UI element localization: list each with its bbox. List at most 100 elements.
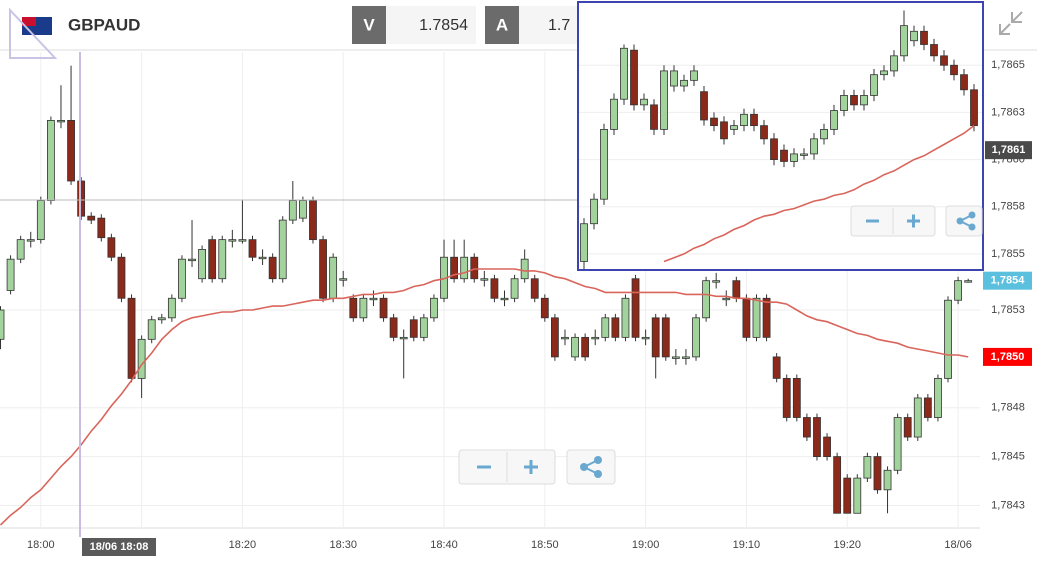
bid-price[interactable]: 1.7854 <box>419 17 468 34</box>
x-tick-label: 19:20 <box>833 539 861 551</box>
candle-body <box>460 256 469 280</box>
candle-body <box>863 456 872 479</box>
candle-body <box>510 278 519 299</box>
candle-body <box>530 278 539 299</box>
inset-share[interactable] <box>945 205 983 237</box>
candle-body <box>671 356 680 359</box>
price-label: 1,7854 <box>991 275 1026 287</box>
candle-body <box>641 336 650 340</box>
bid-tag[interactable] <box>352 6 386 44</box>
candle-body <box>339 278 348 281</box>
candle-body <box>379 297 388 319</box>
ask-label[interactable]: A <box>496 15 508 34</box>
candle-body <box>611 317 620 338</box>
candle-body <box>167 297 176 319</box>
candle-body <box>813 417 821 457</box>
candle-body <box>903 417 912 438</box>
candle-body <box>930 44 938 57</box>
candle-body <box>571 336 579 358</box>
ask-box[interactable] <box>519 6 579 44</box>
candle-body <box>630 49 638 106</box>
candle-body <box>359 297 368 319</box>
candle-body <box>188 258 196 262</box>
candle-body <box>682 356 690 359</box>
inset-zoom-controls <box>850 205 983 237</box>
y-tick-label: 1,7848 <box>991 402 1025 414</box>
candle-body <box>107 237 116 258</box>
symbol: GBPAUD <box>68 15 140 34</box>
moving-average-line <box>0 268 969 526</box>
candle-body <box>309 200 317 241</box>
price-label-box <box>983 271 1032 290</box>
candle-body <box>913 397 922 438</box>
candle-body <box>670 70 678 87</box>
candle-body <box>800 153 808 156</box>
candle-body <box>238 239 247 242</box>
candle-body <box>690 70 698 81</box>
candle-body <box>893 417 902 471</box>
x-tick-label: 18:40 <box>430 539 458 551</box>
candle-body <box>288 200 297 221</box>
candle-body <box>610 98 618 130</box>
candle-body <box>561 336 569 340</box>
candle-body <box>631 278 640 338</box>
candle-body <box>823 436 831 457</box>
candle-body <box>470 256 479 280</box>
main-chart: 18:0018:1018:2018:3018:4018:5019:0019:10… <box>0 52 980 551</box>
share-button[interactable] <box>566 449 616 485</box>
y-tick-label: 1,7863 <box>991 106 1025 118</box>
inset-zoom-in[interactable] <box>907 214 920 228</box>
candle-body <box>833 456 842 514</box>
x-tick-label: 18:00 <box>27 539 55 551</box>
candle-body <box>840 95 848 111</box>
candle-body <box>944 299 952 379</box>
candle-body <box>770 138 778 160</box>
candle-body <box>26 239 35 242</box>
candle-body <box>680 79 688 87</box>
candle-body <box>369 297 378 301</box>
candle-body <box>450 256 459 280</box>
candle-body <box>934 378 942 418</box>
candle-body <box>923 397 932 418</box>
moving-average-line <box>663 124 975 263</box>
candle-body <box>218 239 227 280</box>
candle-body <box>712 280 721 283</box>
candle-body <box>883 469 892 491</box>
candle-body <box>268 256 277 280</box>
candle-body <box>319 239 327 299</box>
candle-body <box>581 336 590 358</box>
candle-body <box>621 297 630 338</box>
crosshair-label: 18/06 18:08 <box>90 541 149 553</box>
candle-body <box>77 180 86 217</box>
candle-body <box>580 223 588 262</box>
price-label-box <box>985 141 1032 160</box>
candle-body <box>772 356 781 379</box>
x-tick-label: 19:00 <box>632 539 660 551</box>
candle-body <box>860 95 868 106</box>
candle-body <box>870 74 878 96</box>
zoom-in[interactable] <box>524 460 538 474</box>
bid-label[interactable]: V <box>363 15 375 34</box>
candle-body <box>6 258 15 291</box>
candle-body <box>722 297 731 301</box>
candle-body <box>399 336 408 340</box>
ask-tag[interactable] <box>485 6 519 44</box>
y-tick-label: 1,7865 <box>991 59 1025 71</box>
candle-body <box>430 297 438 319</box>
candle-body <box>873 456 882 491</box>
collapse-icon[interactable] <box>999 11 1023 35</box>
y-tick-label: 1,7853 <box>991 304 1025 316</box>
bid-box[interactable] <box>386 6 476 44</box>
zoom-controls <box>458 449 616 485</box>
x-tick-label: 18:30 <box>329 539 357 551</box>
x-tick-label: 18:50 <box>531 539 559 551</box>
candle-body <box>480 278 489 281</box>
candle-body <box>36 200 45 241</box>
ask-price[interactable]: 1.7 <box>548 17 570 34</box>
candle-body <box>0 309 5 340</box>
candle-body <box>137 338 146 379</box>
y-tick-label: 1,7855 <box>991 248 1025 260</box>
price-label: 1,7850 <box>991 351 1025 363</box>
